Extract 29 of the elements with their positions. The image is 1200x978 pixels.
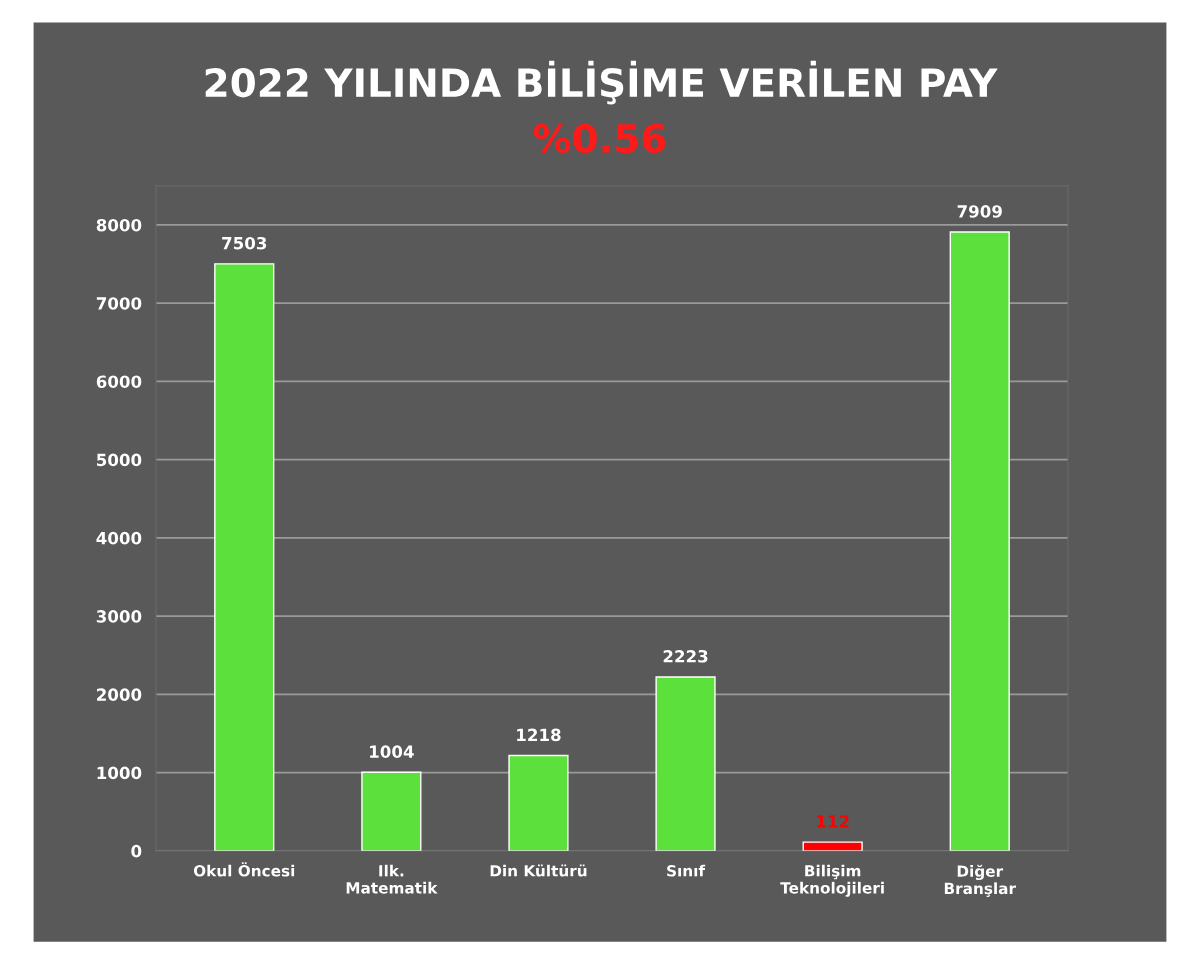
y-tick-label: 2000 <box>97 688 142 701</box>
bar <box>361 771 422 851</box>
chart-subtitle: %0.56 <box>533 123 666 154</box>
x-tick-label: Din Kültürü <box>490 864 587 877</box>
data-label: 1004 <box>370 745 414 758</box>
y-tick-label: 0 <box>131 844 142 858</box>
x-tick-label: Bilişim Teknolojileri <box>780 864 884 897</box>
bar <box>214 263 275 851</box>
chart-title: 2022 YILINDA BİLİŞİME VERİLEN PAY <box>205 60 998 105</box>
y-tick-label: 5000 <box>97 453 142 467</box>
y-tick-label: 7000 <box>96 297 142 310</box>
y-tick-label: 8000 <box>96 218 142 232</box>
data-label: 7909 <box>957 205 1002 218</box>
x-tick-label: Ilk. Matematik <box>346 864 438 894</box>
data-label: 112 <box>817 815 849 828</box>
bar <box>655 676 716 851</box>
bar <box>508 754 569 851</box>
data-label: 1218 <box>517 728 561 742</box>
data-label: 2223 <box>663 649 708 663</box>
y-tick-label: 1000 <box>97 766 142 780</box>
x-tick-label: Okul Öncesi <box>193 862 295 877</box>
x-tick-label: Diğer Branşlar <box>944 864 1016 897</box>
bar <box>949 231 1010 851</box>
x-tick-label: Sınıf <box>667 864 706 877</box>
y-tick-label: 3000 <box>96 610 142 623</box>
y-tick-label: 6000 <box>96 375 142 388</box>
bar <box>802 841 863 851</box>
y-tick-label: 4000 <box>96 531 142 545</box>
data-label: 7503 <box>222 236 267 250</box>
